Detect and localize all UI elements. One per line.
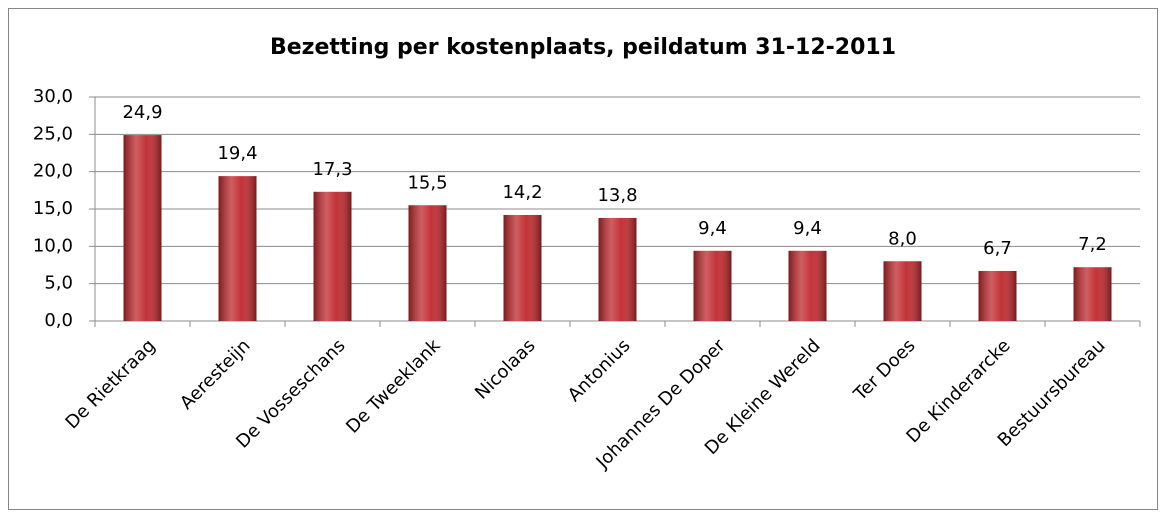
bar-shade bbox=[408, 205, 447, 321]
bar-shade bbox=[503, 214, 542, 321]
value-label: 9,4 bbox=[793, 218, 822, 239]
y-tick-label: 10,0 bbox=[33, 235, 73, 256]
bar-shade bbox=[598, 217, 637, 321]
y-tick-label: 5,0 bbox=[44, 273, 73, 294]
y-tick-label: 0,0 bbox=[44, 310, 73, 331]
bar-shade bbox=[788, 250, 827, 321]
value-label: 17,3 bbox=[312, 159, 352, 180]
bar-shade bbox=[883, 261, 922, 321]
value-label: 19,4 bbox=[217, 143, 257, 164]
y-tick-label: 25,0 bbox=[33, 123, 73, 144]
value-label: 13,8 bbox=[597, 185, 637, 206]
value-label: 8,0 bbox=[888, 228, 917, 249]
value-label: 14,2 bbox=[502, 182, 542, 203]
bar-shade bbox=[218, 176, 257, 321]
value-label: 9,4 bbox=[698, 218, 727, 239]
chart-border bbox=[8, 8, 1158, 510]
bar-shade bbox=[1073, 267, 1112, 321]
bar-shade bbox=[978, 270, 1017, 321]
y-tick-label: 30,0 bbox=[33, 86, 73, 107]
y-tick-label: 15,0 bbox=[33, 198, 73, 219]
value-label: 7,2 bbox=[1078, 234, 1107, 255]
bar-shade bbox=[123, 135, 162, 321]
y-tick-label: 20,0 bbox=[33, 161, 73, 182]
chart-title: Bezetting per kostenplaats, peildatum 31… bbox=[270, 35, 896, 60]
value-label: 15,5 bbox=[407, 172, 447, 193]
value-label: 24,9 bbox=[122, 102, 162, 123]
bar-shade bbox=[693, 250, 732, 321]
value-label: 6,7 bbox=[983, 238, 1012, 259]
bar-shade bbox=[313, 191, 352, 321]
